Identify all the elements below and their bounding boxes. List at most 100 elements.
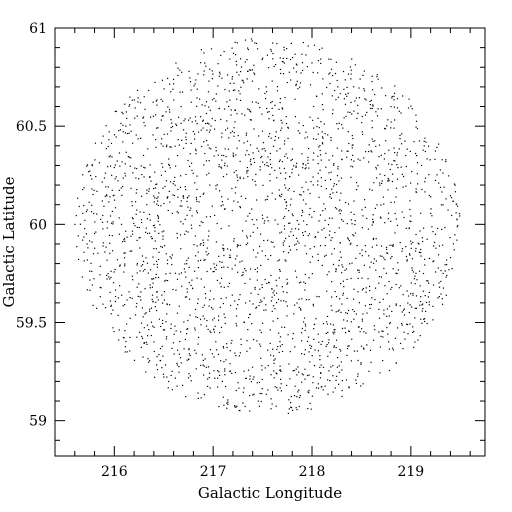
data-point	[368, 370, 370, 372]
data-point	[301, 381, 303, 383]
data-point	[141, 335, 143, 338]
data-point	[394, 232, 396, 234]
data-point	[316, 125, 318, 128]
data-point	[265, 309, 267, 311]
data-point	[166, 133, 169, 135]
data-point	[170, 146, 172, 148]
data-point	[442, 204, 444, 206]
data-point	[401, 143, 403, 145]
data-point	[257, 293, 259, 295]
data-point	[213, 155, 215, 157]
data-point	[131, 230, 134, 232]
data-point	[246, 172, 248, 174]
data-point	[437, 227, 439, 230]
data-point	[320, 159, 322, 161]
data-point	[399, 242, 401, 244]
data-point	[328, 234, 331, 236]
data-point	[302, 163, 304, 165]
data-point	[271, 167, 273, 169]
data-point	[450, 256, 452, 259]
data-point	[153, 263, 155, 266]
data-point	[266, 54, 269, 56]
data-point	[349, 66, 351, 68]
data-point	[107, 145, 109, 148]
data-point	[186, 359, 188, 361]
data-point	[238, 140, 240, 142]
data-point	[114, 300, 116, 303]
data-point	[157, 276, 160, 279]
data-point	[279, 369, 282, 371]
data-point	[102, 245, 104, 247]
data-point	[121, 111, 123, 113]
data-point	[109, 242, 111, 244]
data-point	[144, 268, 146, 271]
data-point	[235, 389, 237, 392]
data-point	[164, 170, 166, 173]
data-point	[348, 240, 350, 242]
data-point	[322, 389, 324, 391]
data-point	[128, 105, 130, 107]
data-point	[278, 259, 281, 261]
data-point	[424, 150, 426, 153]
data-point	[176, 362, 178, 364]
data-point	[176, 232, 178, 234]
data-point	[158, 354, 160, 356]
data-point	[269, 180, 271, 182]
data-point	[320, 364, 322, 366]
data-point	[278, 277, 280, 279]
data-point	[296, 396, 298, 398]
data-point	[383, 158, 385, 160]
data-point	[441, 228, 443, 231]
data-point	[186, 328, 188, 330]
data-point	[444, 270, 446, 272]
data-point	[142, 154, 145, 157]
data-point	[185, 136, 187, 138]
data-point	[251, 208, 253, 210]
data-point	[208, 160, 210, 162]
data-point	[150, 307, 153, 309]
data-point	[114, 164, 116, 166]
data-point	[102, 242, 105, 244]
data-point	[364, 305, 366, 307]
data-point	[371, 297, 373, 299]
data-point	[216, 222, 218, 225]
data-point	[231, 294, 233, 296]
data-point	[146, 262, 149, 264]
data-point	[180, 362, 182, 364]
data-point	[163, 202, 165, 205]
data-point	[258, 405, 261, 407]
data-point	[213, 298, 215, 300]
data-point	[269, 173, 271, 175]
data-point	[326, 315, 329, 318]
data-point	[345, 268, 348, 270]
data-point	[115, 176, 117, 178]
data-point	[245, 220, 247, 222]
data-point	[235, 186, 237, 188]
data-point	[108, 201, 110, 203]
data-point	[112, 221, 114, 223]
data-point	[167, 209, 169, 212]
data-point	[296, 408, 298, 411]
data-point	[219, 282, 221, 284]
data-point	[128, 132, 130, 134]
data-point	[218, 374, 221, 376]
data-point	[334, 89, 336, 92]
data-point	[353, 288, 355, 290]
data-point	[187, 231, 189, 233]
data-point	[163, 88, 165, 90]
data-point	[313, 127, 315, 129]
data-point	[111, 156, 113, 158]
data-point	[109, 291, 111, 293]
data-point	[296, 162, 298, 164]
data-point	[323, 227, 325, 229]
data-point	[313, 210, 315, 213]
data-point	[371, 89, 374, 91]
data-point	[108, 139, 110, 141]
data-point	[227, 399, 229, 401]
data-point	[94, 221, 96, 223]
data-point	[381, 180, 383, 182]
data-point	[156, 263, 158, 266]
data-point	[250, 119, 252, 121]
data-point	[146, 204, 148, 206]
data-point	[161, 302, 164, 304]
